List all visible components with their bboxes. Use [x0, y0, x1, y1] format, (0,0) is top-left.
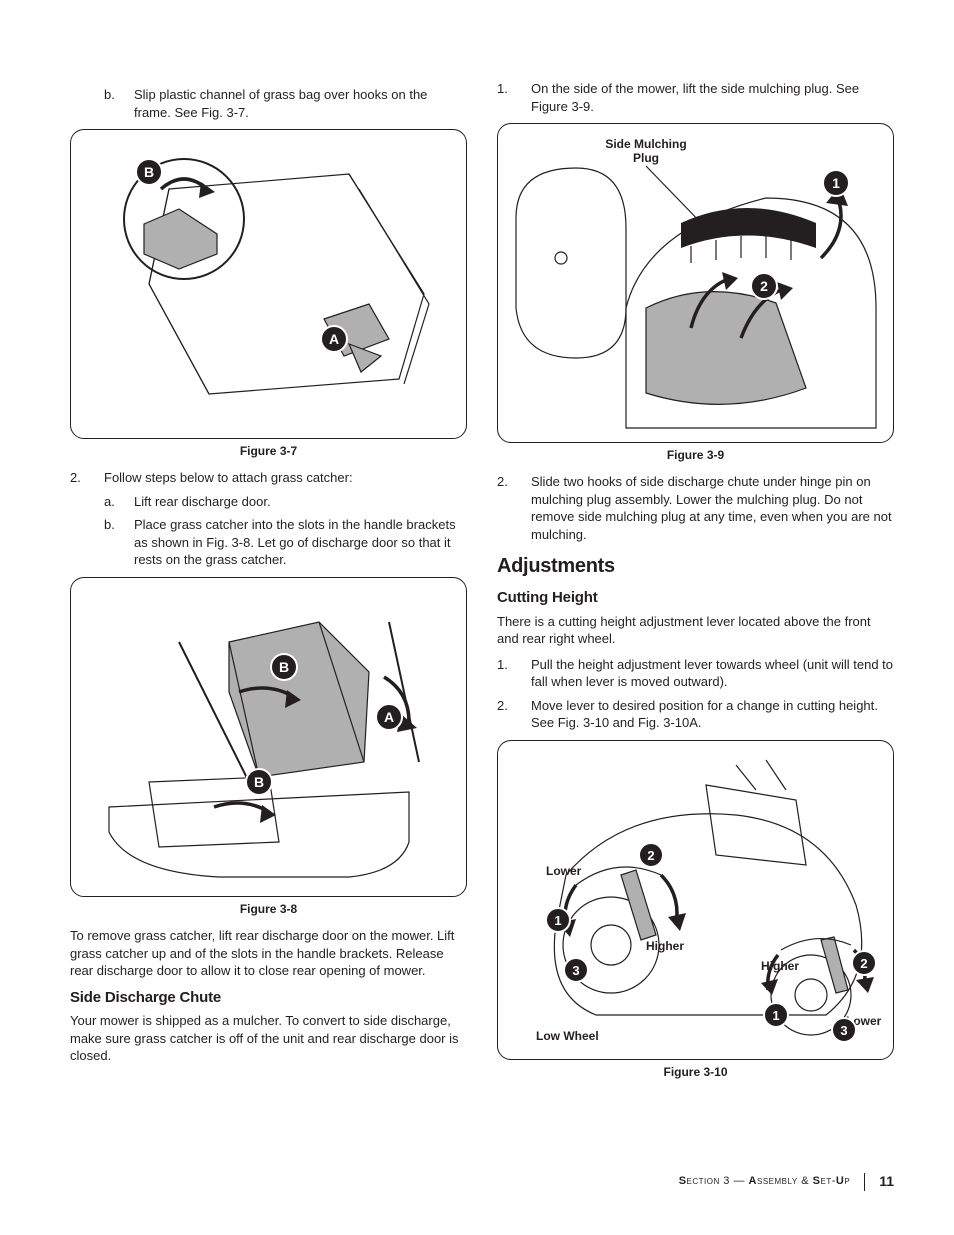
page-footer: Section 3 — Assembly & Set-Up 11 [679, 1172, 894, 1191]
list-text: Slip plastic channel of grass bag over h… [134, 86, 467, 121]
list-text: Place grass catcher into the slots in th… [134, 516, 467, 569]
figure-3-9-svg: Side Mulching Plug [506, 128, 886, 438]
side-mulching-label-2: Plug [633, 151, 659, 165]
figure-3-10-svg: Lower Higher Higher Lower Low Wheel 1 2 [506, 745, 886, 1055]
higher-label-2: Higher [761, 959, 799, 973]
list-marker: b. [104, 516, 134, 569]
low-wheel-label: Low Wheel [536, 1029, 599, 1043]
adj-step-1: 1. Pull the height adjustment lever towa… [497, 656, 894, 691]
callout-f2: 2 [647, 848, 654, 863]
step-2-list: 2. Follow steps below to attach grass ca… [70, 469, 467, 487]
callout-b1: B [278, 659, 288, 675]
adjustments-heading: Adjustments [497, 553, 894, 580]
list-marker: 1. [497, 656, 531, 691]
list-text: Pull the height adjustment lever towards… [531, 656, 894, 691]
callout-r3: 3 [840, 1023, 847, 1038]
figure-3-7-svg: B A [89, 134, 449, 434]
adj-step-2: 2. Move lever to desired position for a … [497, 697, 894, 732]
callout-r2: 2 [860, 956, 867, 971]
right-column: 1. On the side of the mower, lift the si… [497, 80, 894, 1090]
right-step-1: 1. On the side of the mower, lift the si… [497, 80, 894, 115]
list-text: Slide two hooks of side discharge chute … [531, 473, 894, 543]
list-text: On the side of the mower, lift the side … [531, 80, 894, 115]
step-2-sublist: a. Lift rear discharge door. b. Place gr… [70, 493, 467, 569]
callout-f3: 3 [572, 963, 579, 978]
callout-r1: 1 [772, 1008, 779, 1023]
figure-3-9-caption: Figure 3-9 [497, 447, 894, 463]
figure-3-8-svg: A B B [89, 582, 449, 892]
callout-2: 2 [760, 278, 768, 294]
left-column: b. Slip plastic channel of grass bag ove… [70, 80, 467, 1090]
callout-a: A [328, 331, 338, 347]
figure-3-10-caption: Figure 3-10 [497, 1064, 894, 1080]
list-marker: 2. [70, 469, 104, 487]
callout-1: 1 [832, 175, 840, 191]
figure-3-7: B A [70, 129, 467, 439]
list-text: Lift rear discharge door. [134, 493, 467, 511]
footer-divider [864, 1173, 865, 1191]
list-text: Move lever to desired position for a cha… [531, 697, 894, 732]
list-marker: b. [104, 86, 134, 121]
callout-b2: B [253, 774, 263, 790]
higher-label-1: Higher [646, 939, 684, 953]
side-discharge-heading: Side Discharge Chute [70, 988, 467, 1008]
footer-section: Section 3 — Assembly & Set-Up [679, 1174, 851, 1189]
callout-f1: 1 [554, 913, 561, 928]
list-marker: 2. [497, 473, 531, 543]
cutting-height-text: There is a cutting height adjustment lev… [497, 613, 894, 648]
list-marker: 1. [497, 80, 531, 115]
step-2b: b. Place grass catcher into the slots in… [70, 516, 467, 569]
list-text: Follow steps below to attach grass catch… [104, 469, 467, 487]
figure-3-8-caption: Figure 3-8 [70, 901, 467, 917]
callout-b: B [143, 164, 153, 180]
right-step-2: 2. Slide two hooks of side discharge chu… [497, 473, 894, 543]
lower-label-1: Lower [546, 864, 582, 878]
list-marker: 2. [497, 697, 531, 732]
figure-3-8: A B B [70, 577, 467, 897]
step-1: 1. On the side of the mower, lift the si… [497, 80, 894, 115]
list-marker: a. [104, 493, 134, 511]
sub-list-b: b. Slip plastic channel of grass bag ove… [70, 86, 467, 121]
adjust-steps: 1. Pull the height adjustment lever towa… [497, 656, 894, 732]
figure-3-10: Lower Higher Higher Lower Low Wheel 1 2 [497, 740, 894, 1060]
callout-a: A [383, 709, 393, 725]
figure-3-7-caption: Figure 3-7 [70, 443, 467, 459]
side-discharge-text: Your mower is shipped as a mulcher. To c… [70, 1012, 467, 1065]
figure-3-9: Side Mulching Plug [497, 123, 894, 443]
step-2: 2. Follow steps below to attach grass ca… [70, 469, 467, 487]
step-2a: a. Lift rear discharge door. [70, 493, 467, 511]
page-number: 11 [879, 1172, 894, 1191]
step-2: 2. Slide two hooks of side discharge chu… [497, 473, 894, 543]
cutting-height-heading: Cutting Height [497, 588, 894, 608]
page-columns: b. Slip plastic channel of grass bag ove… [70, 80, 894, 1090]
side-mulching-label-1: Side Mulching [605, 137, 686, 151]
remove-catcher-text: To remove grass catcher, lift rear disch… [70, 927, 467, 980]
list-item-b: b. Slip plastic channel of grass bag ove… [70, 86, 467, 121]
